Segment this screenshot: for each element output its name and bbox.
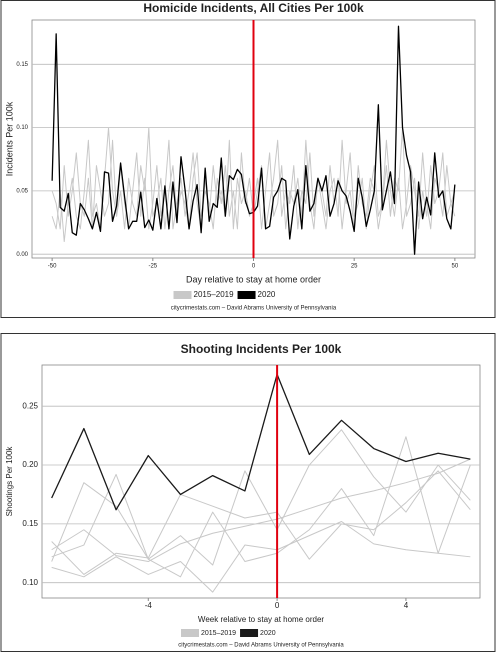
y-tick-label: 0.25 — [22, 401, 38, 410]
series-line — [51, 470, 471, 575]
y-tick-label: 0.05 — [16, 188, 28, 194]
y-tick-label: 0.15 — [16, 62, 28, 68]
y-axis-label: Shootings Per 100k — [5, 446, 14, 517]
series-line — [51, 521, 471, 593]
legend-label: 2015–2019 — [194, 290, 235, 299]
chart-title: Homicide Incidents, All Cities Per 100k — [143, 1, 364, 15]
y-tick-label: 0.15 — [22, 519, 38, 528]
legend-label: 2015–2019 — [201, 630, 236, 637]
panel-frame — [0, 333, 496, 652]
legend-swatch — [240, 629, 259, 637]
footer: citycrimestats.com – David Abrams Univer… — [178, 643, 344, 649]
y-tick-label: 0.00 — [16, 252, 28, 258]
y-tick-label: 0.10 — [16, 125, 28, 131]
series-line — [51, 436, 471, 578]
legend-swatch — [237, 291, 256, 299]
series-line — [51, 458, 471, 563]
x-tick-label: 4 — [404, 601, 409, 610]
x-axis-label: Week relative to stay at home order — [198, 615, 324, 624]
x-tick-label: 50 — [452, 264, 459, 270]
x-tick-label: 25 — [351, 264, 358, 270]
x-tick-label: 0 — [252, 264, 256, 270]
plot-frame — [41, 364, 481, 599]
panel-frame — [0, 0, 496, 318]
series-line — [51, 373, 471, 511]
x-tick-label: -4 — [145, 601, 153, 610]
y-tick-label: 0.10 — [22, 578, 38, 587]
footer: citycrimestats.com – David Abrams Univer… — [171, 306, 337, 312]
x-tick-label: -50 — [48, 264, 57, 270]
x-tick-label: 0 — [275, 601, 280, 610]
y-axis-label: Incidents Per 100k — [4, 101, 14, 176]
legend-label: 2020 — [258, 290, 276, 299]
y-tick-label: 0.20 — [22, 460, 38, 469]
chart-title: Shooting Incidents Per 100k — [181, 342, 342, 356]
x-tick-label: -25 — [148, 264, 157, 270]
legend-swatch — [173, 291, 192, 299]
x-axis-label: Day relative to stay at home order — [186, 274, 321, 284]
legend-swatch — [181, 629, 199, 637]
series-line — [51, 429, 471, 566]
legend-label: 2020 — [260, 630, 276, 637]
